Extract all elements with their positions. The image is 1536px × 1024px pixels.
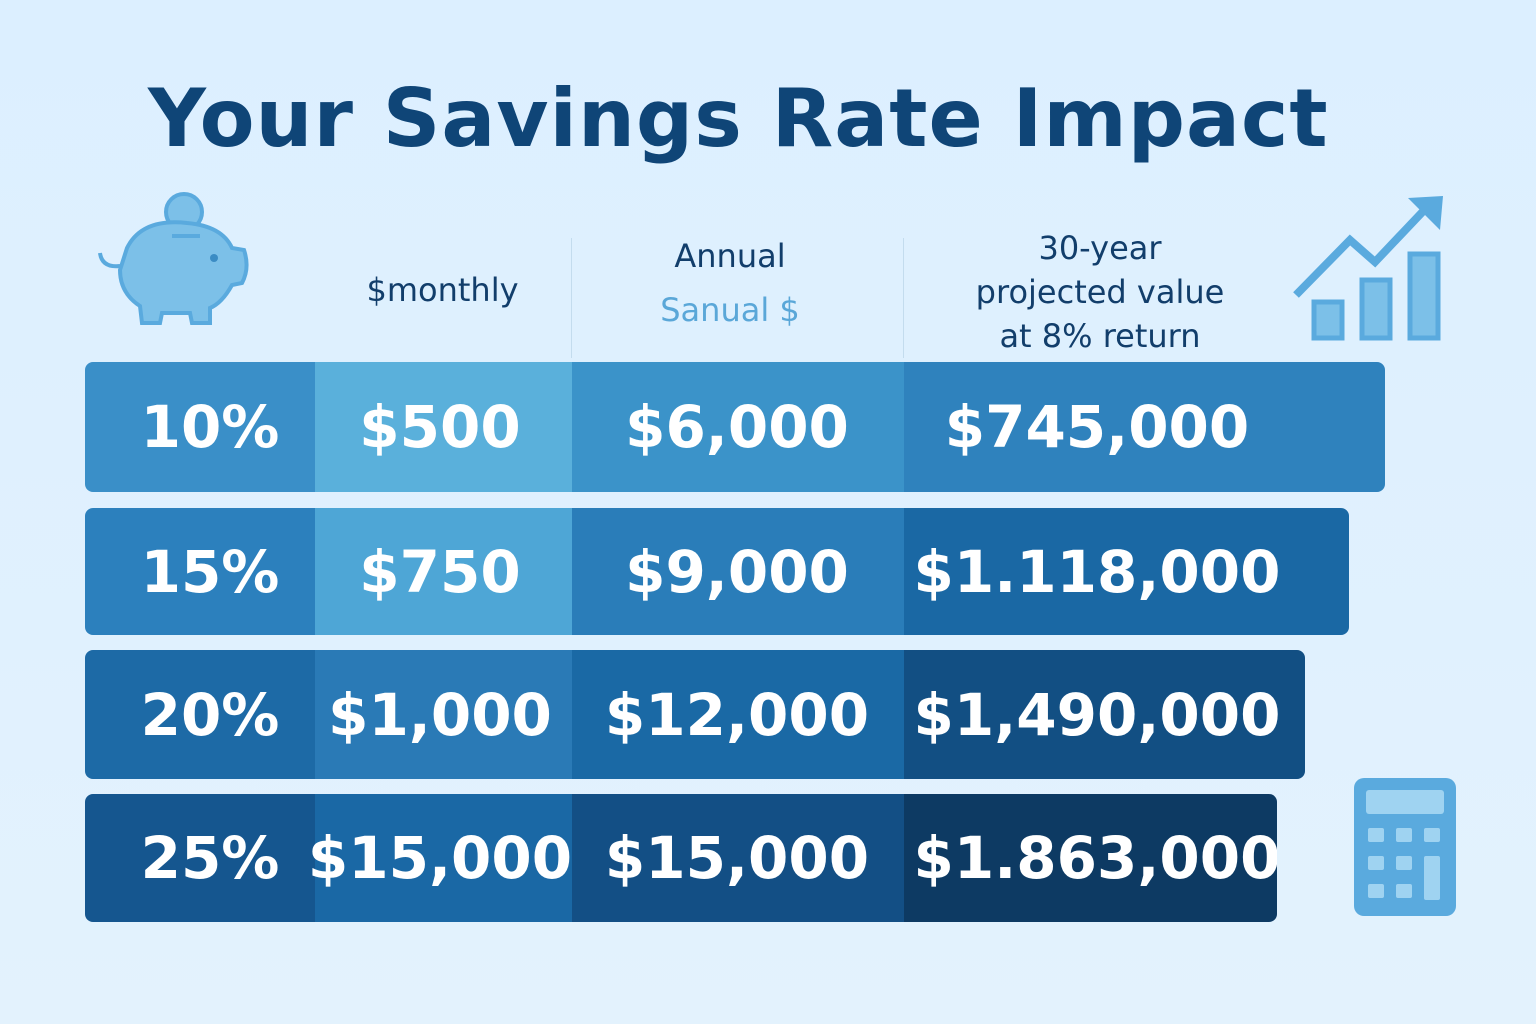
title: Your Savings Rate Impact bbox=[148, 72, 1329, 165]
piggy-bank-icon bbox=[98, 192, 249, 325]
rate-cell bbox=[85, 362, 315, 492]
cell-value: 20% bbox=[140, 680, 280, 749]
cell-value: $9,000 bbox=[625, 537, 849, 606]
annual-cell bbox=[572, 508, 904, 635]
cell-value: $12,000 bbox=[604, 680, 870, 749]
calculator-icon bbox=[1354, 778, 1456, 916]
cell-value: 10% bbox=[140, 393, 280, 461]
cell-value: $1.118,000 bbox=[913, 537, 1281, 606]
monthly-cell bbox=[315, 362, 572, 492]
cell-value: $15,000 bbox=[307, 824, 573, 892]
monthly-cell bbox=[315, 650, 572, 779]
cell-value: $1,490,000 bbox=[913, 680, 1281, 749]
cell-value: $15,000 bbox=[604, 824, 870, 892]
header-projection-line: at 8% return bbox=[999, 317, 1201, 355]
header-annual: Annual Sanual $ bbox=[600, 234, 860, 332]
table-row: 20% $1,000 $12,000 $1,490,000 bbox=[85, 650, 1305, 779]
header-monthly: $monthly bbox=[366, 271, 519, 309]
cell-value: $750 bbox=[359, 537, 521, 606]
cell-value: $500 bbox=[359, 393, 521, 461]
projection-cell bbox=[904, 650, 1305, 779]
table-row: 10% $500 $6,000 $745,000 bbox=[85, 362, 1385, 492]
header-projection-line: projected value bbox=[975, 273, 1225, 311]
projection-cell bbox=[904, 508, 1349, 635]
annual-cell bbox=[572, 650, 904, 779]
rate-cell bbox=[85, 508, 315, 635]
header-divider bbox=[903, 238, 904, 358]
header-projection-line: 30-year bbox=[1038, 229, 1162, 267]
cell-value: 25% bbox=[140, 824, 280, 892]
rate-cell bbox=[85, 794, 315, 922]
monthly-cell bbox=[315, 508, 572, 635]
table-row: 15% $750 $9,000 $1.118,000 bbox=[85, 508, 1349, 635]
header-annual-label: Annual bbox=[674, 237, 786, 275]
projection-cell bbox=[904, 362, 1385, 492]
growth-chart-icon bbox=[1293, 196, 1443, 341]
annual-cell bbox=[572, 794, 904, 922]
cell-value: $745,000 bbox=[944, 393, 1250, 461]
header-annual-sub: Sanual $ bbox=[660, 291, 800, 329]
monthly-cell bbox=[315, 794, 572, 922]
header-divider bbox=[571, 238, 572, 358]
projection-cell bbox=[904, 794, 1277, 922]
cell-value: 15% bbox=[140, 537, 280, 606]
cell-value: $1.863,000 bbox=[913, 824, 1277, 892]
cell-value: $6,000 bbox=[625, 393, 849, 461]
table-row: 25% $15,000 $15,000 $1.863,000 bbox=[85, 794, 1277, 922]
rate-cell bbox=[85, 650, 315, 779]
annual-cell bbox=[572, 362, 904, 492]
header-projection: 30-year projected value at 8% return bbox=[920, 226, 1280, 358]
cell-value: $1,000 bbox=[328, 680, 552, 749]
